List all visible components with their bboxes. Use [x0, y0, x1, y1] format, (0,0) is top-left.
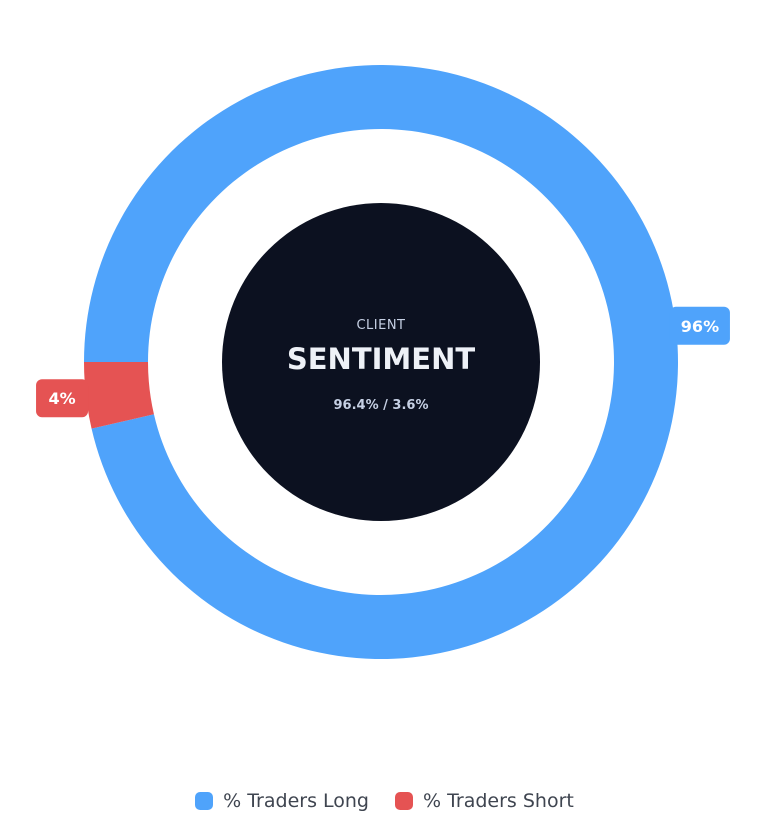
donut-slices — [84, 64, 679, 659]
legend-item-traders-long[interactable]: % Traders Long — [195, 790, 369, 812]
center-label-ratio: 96.4% / 3.6% — [334, 398, 429, 413]
legend-label-long: % Traders Long — [223, 790, 369, 812]
donut-slice-short[interactable] — [84, 362, 154, 429]
slice-label-box-long — [669, 306, 730, 345]
slice-label-text-long: 96% — [681, 317, 719, 336]
legend-swatch-short — [394, 792, 413, 810]
legend: % Traders Long % Traders Short — [0, 790, 769, 812]
legend-label-short: % Traders Short — [422, 790, 574, 812]
slice-label-short: 4% — [36, 379, 89, 418]
center-label-main: SENTIMENT — [287, 342, 475, 376]
slice-labels: 96% 4% — [36, 306, 730, 418]
slice-label-text-short: 4% — [48, 389, 75, 408]
center-circle — [222, 203, 540, 521]
legend-swatch-long — [195, 792, 214, 810]
center-label-top: CLIENT — [356, 318, 405, 333]
slice-label-box-short — [36, 379, 89, 418]
slice-label-long: 96% — [669, 306, 730, 345]
legend-item-traders-short[interactable]: % Traders Short — [394, 790, 574, 812]
sentiment-donut-chart: CLIENT SENTIMENT 96.4% / 3.6% 96% 4% — [36, 64, 730, 659]
